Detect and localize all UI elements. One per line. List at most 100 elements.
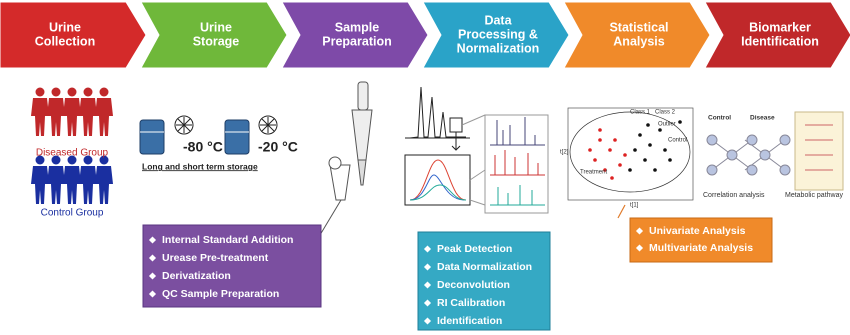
bullet: [148, 272, 157, 280]
step-label: Statistical: [609, 20, 668, 34]
net-control: Control: [708, 115, 731, 122]
plot-outlier: Outlier: [658, 122, 676, 128]
score-point: [678, 120, 682, 124]
person-icon: [47, 166, 65, 204]
bullet: [423, 263, 432, 271]
chromatogram: [404, 86, 549, 214]
bullet: [148, 290, 157, 298]
list-item: Internal Standard Addition: [162, 234, 293, 246]
bullet: [423, 317, 432, 325]
plot-control: Control: [668, 138, 687, 144]
bullet: [423, 299, 432, 307]
person-icon: [47, 98, 65, 136]
person-icon: [67, 155, 77, 165]
person-icon: [31, 98, 49, 136]
bullet: [423, 281, 432, 289]
step-label: Processing &: [458, 27, 538, 41]
person-icon: [83, 87, 93, 97]
person-icon: [99, 87, 109, 97]
person-icon: [95, 166, 113, 204]
plot-xlabel: t[1]: [630, 203, 639, 209]
net-correlation: Correlation analysis: [703, 192, 765, 199]
net-disease: Disease: [750, 115, 775, 122]
score-point: [646, 123, 650, 127]
processing-box: [417, 231, 551, 331]
person-icon: [63, 166, 81, 204]
step-label: Sample: [335, 20, 380, 34]
step-label: Identification: [741, 34, 819, 48]
step-label: Collection: [35, 34, 95, 48]
step-arrow: [281, 1, 429, 69]
person-icon: [79, 98, 97, 136]
score-point: [623, 153, 627, 157]
person-icon: [31, 166, 49, 204]
score-point: [618, 163, 622, 167]
plot-ylabel: t[2]: [560, 150, 569, 156]
temp-20: -20 °C: [258, 139, 298, 155]
bullet: [635, 244, 644, 252]
step-arrow: [704, 1, 850, 69]
list-item: Multivariate Analysis: [649, 242, 753, 254]
score-point: [668, 158, 672, 162]
step-label: Urine: [49, 20, 81, 34]
step-arrow: [140, 1, 288, 69]
person-icon: [99, 155, 109, 165]
score-point: [658, 128, 662, 132]
diseased-label: Diseased Group: [36, 148, 109, 159]
person-icon: [79, 166, 97, 204]
list-item: Peak Detection: [437, 243, 512, 255]
bullet: [148, 254, 157, 262]
person-icon: [35, 87, 45, 97]
person-icon: [35, 155, 45, 165]
person-icon: [63, 98, 81, 136]
person-icon: [51, 87, 61, 97]
score-point: [613, 138, 617, 142]
score-point: [608, 148, 612, 152]
score-point: [633, 148, 637, 152]
pipette: [319, 81, 373, 236]
score-point: [598, 128, 602, 132]
score-point: [610, 176, 614, 180]
list-item: Univariate Analysis: [649, 225, 746, 237]
step-label: Analysis: [613, 34, 664, 48]
list-item: Data Normalization: [437, 261, 532, 273]
bullet: [148, 236, 157, 244]
person-icon: [95, 98, 113, 136]
score-point: [643, 158, 647, 162]
plot-treatment: Treatment: [580, 170, 607, 176]
step-label: Preparation: [322, 34, 391, 48]
plot-legend-1: Class 1: [630, 110, 651, 116]
score-point: [663, 148, 667, 152]
step-arrow: [422, 1, 570, 69]
person-icon: [83, 155, 93, 165]
score-point: [653, 168, 657, 172]
list-item: RI Calibration: [437, 297, 505, 309]
bullet: [635, 227, 644, 235]
plot-legend-2: Class 2: [655, 110, 676, 116]
step-label: Biomarker: [749, 20, 811, 34]
temp-80: -80 °C: [183, 139, 223, 155]
step-label: Urine: [200, 20, 232, 34]
list-item: QC Sample Preparation: [162, 288, 279, 300]
fridge-icons: [139, 115, 278, 155]
step-arrow: [563, 1, 711, 69]
list-item: Deconvolution: [437, 279, 510, 291]
score-point: [598, 138, 602, 142]
score-point: [648, 143, 652, 147]
list-item: Derivatization: [162, 270, 231, 282]
bullet: [423, 245, 432, 253]
step-label: Storage: [193, 34, 240, 48]
score-point: [638, 133, 642, 137]
step-label: Normalization: [457, 41, 540, 55]
control-label: Control Group: [41, 208, 104, 219]
net-pathway: Metabolic pathway: [785, 192, 843, 199]
score-point: [588, 148, 592, 152]
preparation-box: [142, 224, 322, 308]
step-label: Data: [484, 13, 512, 27]
score-point: [593, 158, 597, 162]
storage-caption: Long and short term storage: [142, 161, 258, 171]
score-plot: [567, 107, 694, 201]
person-icon: [67, 87, 77, 97]
score-point: [628, 168, 632, 172]
